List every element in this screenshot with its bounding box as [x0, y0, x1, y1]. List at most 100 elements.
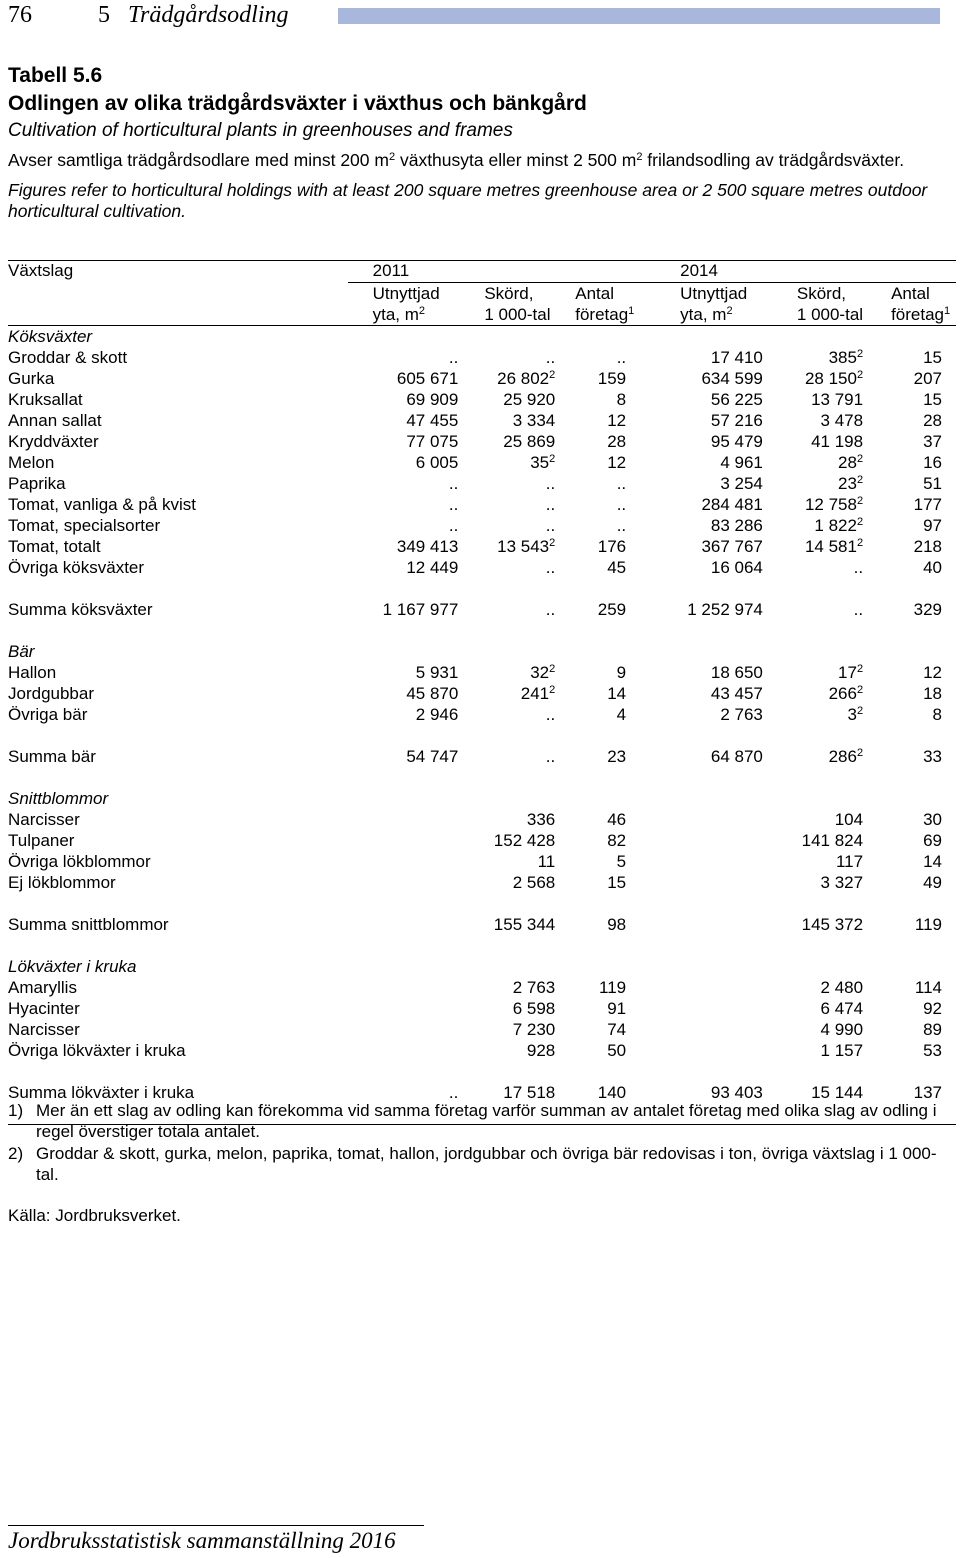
harvest-2011-cell: 7 230	[512, 1019, 556, 1039]
count-2011-cell: 12	[607, 410, 627, 430]
area-2011-cell	[348, 872, 459, 893]
spacer-row	[8, 935, 956, 956]
table-row: Övriga lökväxter i kruka 928 50 1 157 53	[8, 1040, 956, 1061]
count-2014-cell: 40	[923, 557, 942, 577]
area-2011-cell: 2 946	[415, 704, 459, 724]
area-2011-cell	[348, 998, 459, 1019]
count-2011-cell: 259	[597, 599, 627, 619]
row-label: Tulpaner	[8, 830, 75, 850]
table-row: Narcisser 7 230 74 4 990 89	[8, 1019, 956, 1040]
category-label: Snittblommor	[8, 788, 109, 808]
page-header: 76 5 Trädgårdsodling	[8, 0, 948, 34]
harvest-2014-cell: 145 372	[801, 914, 864, 934]
count-2011-cell: 8	[616, 389, 627, 409]
area-2011-cell: 605 671	[396, 368, 459, 388]
harvest-2014-cell: 13 791	[811, 389, 864, 409]
count-2014-cell: 33	[923, 746, 942, 766]
table-row: Gurka 605 671 26 8022 159 634 599 28 1502 207	[8, 368, 956, 389]
table-title-en: Cultivation of horticultural plants in g…	[8, 120, 513, 141]
count-2014-cell: 49	[923, 872, 942, 892]
count-2014-cell: 114	[914, 977, 942, 997]
count-2014-cell: 97	[923, 515, 942, 535]
count-2014-cell: 89	[923, 1019, 942, 1039]
row-label: Tomat, vanliga & på kvist	[8, 494, 197, 514]
spacer-row	[8, 620, 956, 641]
category-row: Snittblommor	[8, 788, 956, 809]
area-2011-cell: 349 413	[396, 536, 459, 556]
count-2011-cell: 46	[607, 809, 627, 829]
count-2014-cell: 218	[913, 536, 942, 556]
spacer-row	[8, 725, 956, 746]
year-row: Växtslag 2011 2014	[8, 260, 956, 283]
harvest-2014-cell: 3 478	[820, 410, 864, 430]
table-title-block: Tabell 5.6 Odlingen av olika trädgårdsvä…	[8, 62, 952, 222]
row-label: Kryddväxter	[8, 431, 99, 451]
area-2011-cell: ..	[448, 494, 459, 514]
area-2014-cell	[640, 1040, 763, 1061]
count-2011-cell: 82	[607, 830, 627, 850]
area-2014-cell: 3 254	[720, 473, 763, 493]
count-2011-cell: 98	[607, 914, 627, 934]
area-2011-cell: 47 455	[406, 410, 459, 430]
table-row: Narcisser 336 46 104 30	[8, 809, 956, 830]
count-2014-cell: 177	[913, 494, 942, 514]
table-row: Amaryllis 2 763 119 2 480 114	[8, 977, 956, 998]
table-row: Tomat, vanliga & på kvist...... 284 481 12…	[8, 494, 956, 515]
spacer-row	[8, 767, 956, 788]
area-2014-cell: 17 410	[710, 347, 763, 367]
row-label: Summa köksväxter	[8, 599, 153, 619]
count-2011-cell: 14	[607, 683, 627, 703]
harvest-2011-cell: 25 920	[503, 389, 556, 409]
harvest-2011-cell: 11	[537, 851, 556, 871]
table-row: Hyacinter 6 598 91 6 474 92	[8, 998, 956, 1019]
harvest-2014-cell: 3852	[828, 347, 864, 367]
harvest-2014-cell: 15 144	[811, 1082, 864, 1102]
count-2014-cell: 329	[913, 599, 942, 619]
data-table: Växtslag 2011 2014 Utnyttjad yta, m2 Skör…	[8, 260, 956, 1125]
row-label: Annan sallat	[8, 410, 102, 430]
row-label: Narcisser	[8, 809, 80, 829]
row-label: Hallon	[8, 662, 57, 682]
area-2014-cell: 83 286	[710, 515, 763, 535]
area-2014-cell: 43 457	[710, 683, 763, 703]
description-sv: Avser samtliga trädgårdsodlare med minst…	[8, 150, 905, 170]
harvest-2014-cell: 282	[838, 452, 864, 472]
spacer-row	[8, 578, 956, 599]
area-2014-cell	[640, 998, 763, 1019]
page-footer: Jordbruksstatistisk sammanställning 2016	[8, 1525, 424, 1554]
area-2014-cell: 64 870	[710, 746, 763, 766]
area-2014-cell: 4 961	[720, 452, 763, 472]
table-row: Annan sallat 47 455 3 334 12 57 216 3 478 28	[8, 410, 956, 431]
harvest-2011-cell: 352	[530, 452, 556, 472]
count-2011-cell: 119	[599, 977, 627, 997]
chapter-title: Trädgårdsodling	[128, 2, 289, 28]
table-label: Tabell 5.6	[8, 64, 103, 87]
footer-title: Jordbruksstatistisk sammanställning 2016	[8, 1528, 396, 1553]
area-2014-cell	[640, 977, 763, 998]
harvest-2014-cell: 1 8222	[814, 515, 864, 535]
footnote-1: 1) Mer än ett slag av odling kan förekomm…	[8, 1101, 937, 1141]
count-2014-cell: 18	[923, 683, 942, 703]
area-2011-cell	[348, 809, 459, 830]
area-2011-cell: 45 870	[406, 683, 459, 703]
category-label: Bär	[8, 641, 35, 661]
area-2014-cell	[640, 1019, 763, 1040]
area-2014-cell	[640, 809, 763, 830]
harvest-2011-cell: 25 869	[503, 431, 556, 451]
harvest-2014-cell: 6 474	[820, 998, 864, 1018]
harvest-2011-cell: 2 568	[512, 872, 556, 892]
count-2014-cell: 12	[923, 662, 942, 682]
harvest-2011-cell: ..	[545, 494, 556, 514]
harvest-2014-cell: 28 1502	[804, 368, 864, 388]
row-label: Summa bär	[8, 746, 96, 766]
count-2011-cell: 4	[616, 704, 627, 724]
year-2011-header: 2011	[347, 260, 641, 283]
harvest-2011-cell: 26 8022	[497, 368, 556, 388]
count-2011-cell: 45	[607, 557, 627, 577]
row-label: Narcisser	[8, 1019, 80, 1039]
sum-row: Summa köksväxter 1 167 977.. 259 1 252 974.…	[8, 599, 956, 620]
count-2011-cell: 9	[616, 662, 627, 682]
count-2014-cell: 69	[923, 830, 942, 850]
row-label: Övriga bär	[8, 704, 88, 724]
area-2014-cell	[640, 914, 763, 935]
